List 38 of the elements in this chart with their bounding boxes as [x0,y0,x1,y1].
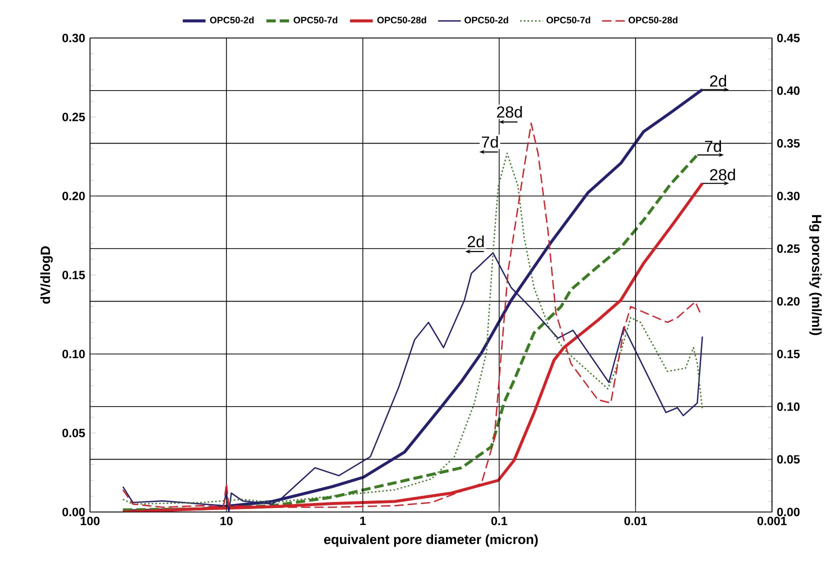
x-tick-label: 0.01 [624,516,647,526]
annotation: 28d [710,168,735,180]
y-tick-label: 0.05 [62,428,85,438]
legend-label: OPC50-28d [377,16,426,24]
y-tick-label: 0.20 [62,192,85,200]
legend-label: OPC50-2d [210,16,254,24]
y2-tick-label: 0.20 [777,297,800,306]
y-tick-label: 0.00 [62,508,85,516]
x-tick-label: 100 [80,516,100,526]
annotation: 2d [710,74,726,87]
legend-label: OPC50-7d [546,16,590,24]
legend-label: OPC50-28d [628,16,678,24]
annotation: 7d [705,140,721,152]
y2-tick-label: 0.00 [777,508,800,516]
annotation: 28d [497,106,522,118]
y2-tick-label: 0.05 [777,455,800,464]
x-tick-label: 10 [220,516,233,526]
y2-tick-label: 0.30 [777,192,800,200]
y-tick-label: 0.15 [62,270,85,280]
annotation: 7d [482,136,498,148]
y-axis-title: dV/dlogD [40,246,53,304]
y-tick-label: 0.30 [62,34,85,42]
legend-label: OPC50-2d [464,16,508,24]
x-axis-title: equivalent pore diameter (micron) [324,534,538,547]
y-tick-label: 0.10 [62,350,85,358]
legend-label: OPC50-7d [294,16,338,24]
x-tick-label: 1 [360,516,366,525]
annotation: 2d [468,236,484,248]
y2-tick-label: 0.45 [777,34,800,42]
y2-tick-label: 0.25 [777,244,800,253]
y2-axis-title: Hg porosity (ml/ml) [809,215,822,336]
y2-tick-label: 0.10 [777,402,800,411]
y2-tick-label: 0.35 [777,139,800,148]
x-tick-label: 0.1 [491,516,508,526]
x-tick-label: 0.001 [757,516,787,526]
y2-tick-label: 0.40 [777,86,800,95]
y-tick-label: 0.25 [62,112,85,122]
y2-tick-label: 0.15 [777,350,800,358]
